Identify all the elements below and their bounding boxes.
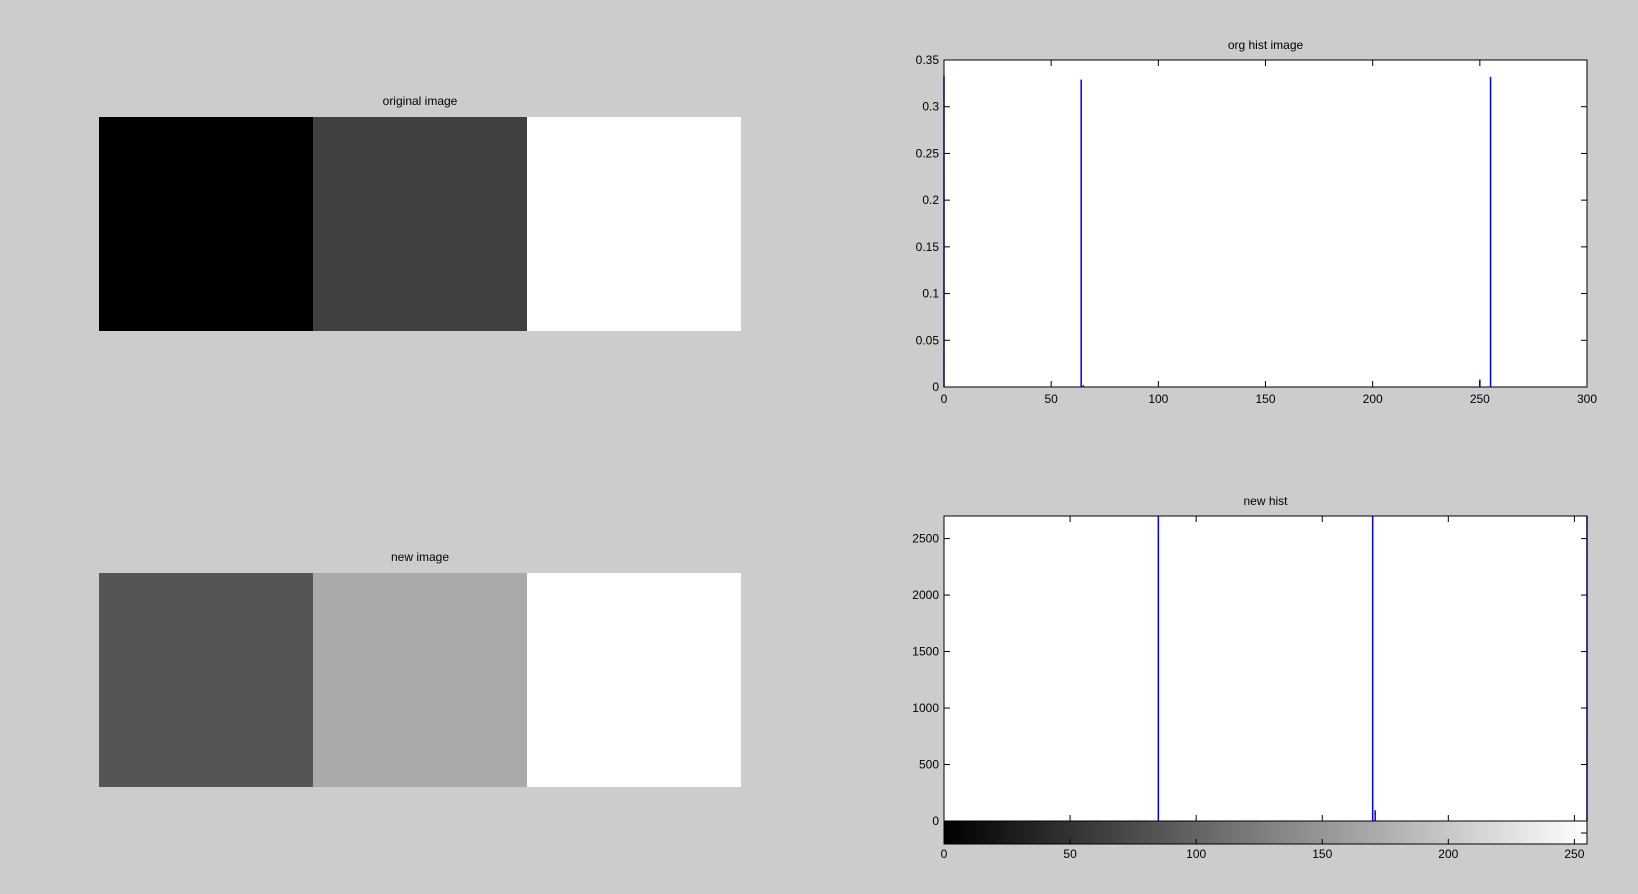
original-image — [99, 117, 741, 331]
x-tick-label: 50 — [1044, 392, 1058, 406]
x-tick-label: 200 — [1438, 847, 1458, 861]
y-tick-label: 0.25 — [916, 146, 940, 160]
y-tick-label: 0.1 — [922, 287, 939, 301]
org-hist-title: org hist image — [1227, 38, 1304, 52]
histogram-bar — [1489, 76, 1492, 388]
new-image — [99, 573, 741, 787]
y-tick-label: 0.2 — [922, 193, 939, 207]
original-image-block-dark-gray — [313, 117, 527, 331]
y-tick-label: 2500 — [912, 532, 939, 546]
new-image-block-gray — [99, 573, 313, 787]
y-tick-label: 0.05 — [916, 333, 940, 347]
new-hist-title: new hist — [1243, 494, 1288, 508]
y-tick-label: 0.3 — [922, 100, 939, 114]
x-tick-label: 300 — [1577, 392, 1597, 406]
y-tick-label: 0 — [932, 380, 939, 394]
original-image-block-black — [99, 117, 313, 331]
x-tick-label: 100 — [1148, 392, 1168, 406]
y-tick-label: 0 — [932, 814, 939, 828]
new-hist-chart: 0 500 1000 1500 2000 2500 0 50 100 150 200 250 — [912, 515, 1588, 861]
histogram-bar — [1157, 516, 1160, 821]
new-image-title: new image — [390, 550, 450, 564]
histogram-bar — [1371, 516, 1374, 821]
plot-area — [944, 60, 1587, 387]
histogram-bar — [1374, 810, 1376, 821]
plot-area — [944, 516, 1587, 821]
y-tick-label: 1000 — [912, 701, 939, 715]
new-image-block-light-gray — [313, 573, 527, 787]
new-image-block-white — [527, 573, 741, 787]
histogram-bar — [1080, 79, 1082, 388]
y-tick-label: 1500 — [912, 645, 939, 659]
x-tick-label: 0 — [941, 847, 948, 861]
original-image-title: original image — [382, 94, 458, 108]
histogram-bar — [1082, 385, 1085, 387]
x-tick-label: 100 — [1186, 847, 1206, 861]
x-tick-label: 250 — [1470, 392, 1490, 406]
x-tick-label: 0 — [941, 392, 948, 406]
grayscale-colorbar — [944, 821, 1587, 844]
x-tick-label: 250 — [1564, 847, 1584, 861]
y-tick-label: 2000 — [912, 588, 939, 602]
y-tick-label: 500 — [919, 758, 939, 772]
org-hist-chart: 0 0.05 0.1 0.15 0.2 0.25 0.3 0.35 0 50 100 150 200 25… — [916, 53, 1598, 406]
x-tick-label: 150 — [1255, 392, 1275, 406]
y-tick-label: 0.15 — [916, 240, 940, 254]
original-image-block-white — [527, 117, 741, 331]
x-tick-label: 200 — [1363, 392, 1383, 406]
y-tick-label: 0.35 — [916, 53, 940, 67]
x-tick-label: 150 — [1312, 847, 1332, 861]
x-tick-label: 50 — [1063, 847, 1077, 861]
